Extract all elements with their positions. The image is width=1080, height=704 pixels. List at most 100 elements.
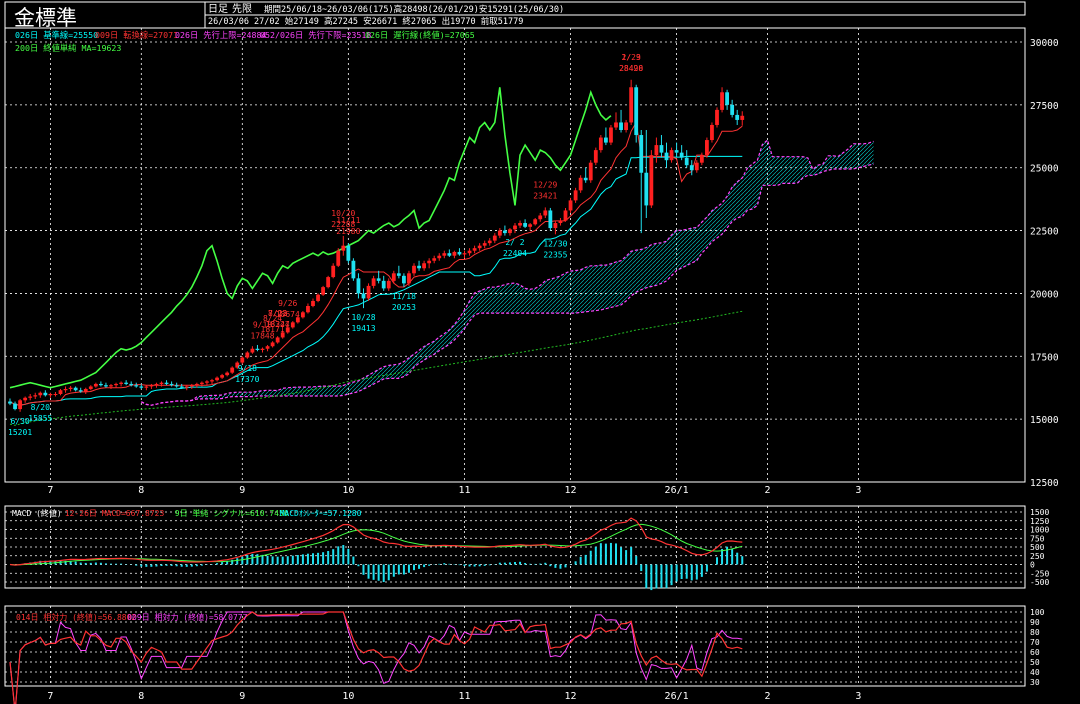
- candle-body: [194, 383, 199, 386]
- candle-body: [220, 375, 224, 378]
- x-tick-label: 3: [855, 691, 861, 702]
- candle-body: [654, 145, 659, 156]
- candle-body: [705, 140, 709, 156]
- candle-body: [290, 322, 295, 328]
- candle-body: [326, 277, 331, 288]
- annotation-high-value: 18674: [276, 310, 300, 319]
- candle-body: [437, 255, 442, 259]
- header-contract: 先限: [232, 3, 252, 15]
- candle-body: [467, 250, 472, 254]
- annotation-low-value: 15855: [28, 414, 52, 423]
- candle-body: [235, 362, 240, 368]
- candle-body: [578, 177, 583, 191]
- annotation-low-value: 20253: [392, 303, 416, 312]
- candle-body: [189, 385, 194, 387]
- candle-body: [684, 157, 689, 166]
- candle-body: [503, 230, 507, 234]
- x-tick-label: 9: [239, 691, 245, 702]
- candle-body: [548, 210, 553, 229]
- candle-body: [694, 162, 699, 171]
- annotation-low-date: 12/30: [543, 239, 567, 248]
- candle-body: [260, 348, 265, 350]
- candle-body: [497, 230, 502, 236]
- candle-body: [230, 367, 235, 373]
- candle-body: [523, 223, 527, 227]
- candle-body: [225, 372, 230, 376]
- candle-body: [427, 260, 432, 264]
- candle-body: [649, 155, 654, 206]
- annotation-high-value: 18171: [261, 325, 285, 334]
- kijun-line: [9, 155, 743, 406]
- candle-body: [402, 275, 406, 284]
- candle-body: [472, 248, 477, 251]
- candle-body: [386, 280, 391, 289]
- annotation-high-date: 8/24: [263, 314, 282, 323]
- candle-body: [8, 401, 12, 404]
- candle-body: [48, 394, 53, 396]
- candle-body: [583, 177, 588, 181]
- candle-body: [83, 388, 88, 392]
- candle-body: [376, 278, 381, 281]
- candle-body: [563, 210, 568, 221]
- y-tick-label: 100: [1030, 608, 1045, 617]
- legend-item-2: 026日 先行上限=24884: [175, 30, 266, 40]
- candle-body: [346, 245, 351, 261]
- candle-body: [164, 382, 169, 384]
- y-tick-label: -250: [1030, 569, 1049, 578]
- candle-body: [407, 273, 411, 284]
- y-tick-label: 0: [1030, 561, 1035, 570]
- candle-body: [139, 386, 144, 388]
- macd-series: [9, 517, 744, 591]
- candle-body: [568, 200, 573, 211]
- candle-body: [518, 223, 522, 226]
- candle-body: [169, 383, 174, 386]
- x-tick-label: 2: [764, 691, 770, 702]
- candle-body: [457, 251, 462, 255]
- candle-body: [295, 317, 300, 323]
- y-tick-label: 12500: [1030, 478, 1059, 489]
- candle-body: [412, 265, 416, 274]
- header-title-box: [4, 1, 206, 29]
- candle-body: [129, 383, 134, 386]
- candle-body: [553, 223, 558, 229]
- annotation-high-date: 1/29: [622, 53, 641, 62]
- annotation-low-value: 17370: [235, 375, 259, 384]
- candle-body: [99, 383, 103, 386]
- x-tick-label: 8: [138, 485, 144, 496]
- candle-body: [104, 385, 108, 387]
- annotation-low-date: 2/ 2: [505, 238, 524, 247]
- grid-lines: [5, 28, 1025, 686]
- candle-body: [240, 357, 245, 363]
- candle-body: [245, 352, 250, 358]
- y-tick-label: 27500: [1030, 101, 1059, 112]
- senkou-span-a-line: [141, 139, 874, 406]
- annotation-high-value: 18324: [266, 320, 290, 329]
- candle-body: [730, 104, 735, 115]
- candle-body: [331, 265, 336, 278]
- candle-body: [452, 251, 457, 256]
- rsi-series: [9, 611, 743, 704]
- candle-body: [255, 348, 260, 350]
- legend-item-4: 026日 遅行線(終値)=27065: [365, 30, 475, 40]
- annotation-high-date: 12/29: [533, 180, 557, 189]
- annotation-low-date: 10/28: [351, 313, 375, 322]
- candle-body: [664, 152, 669, 161]
- annotation-low-date: 11/18: [392, 292, 416, 301]
- candle-body: [361, 293, 366, 299]
- annotation-high-value: 21980: [336, 227, 360, 236]
- candle-body: [508, 229, 512, 234]
- annotation-high-date: 9/26: [278, 299, 297, 308]
- candle-body: [306, 306, 310, 313]
- annotation-low-value: 19413: [351, 324, 375, 333]
- candle-body: [23, 397, 28, 401]
- price-panel: [4, 27, 1026, 483]
- x-tick-label: 10: [342, 485, 354, 496]
- annotation-high-date: 10/20: [331, 209, 355, 218]
- candle-body: [447, 253, 452, 256]
- candle-body: [301, 312, 305, 318]
- candle-body: [462, 253, 467, 255]
- cloud-fill: [141, 140, 874, 406]
- y-axis-labels: 1250015000175002000022500250002750030000…: [1030, 38, 1059, 687]
- candle-body: [13, 403, 17, 410]
